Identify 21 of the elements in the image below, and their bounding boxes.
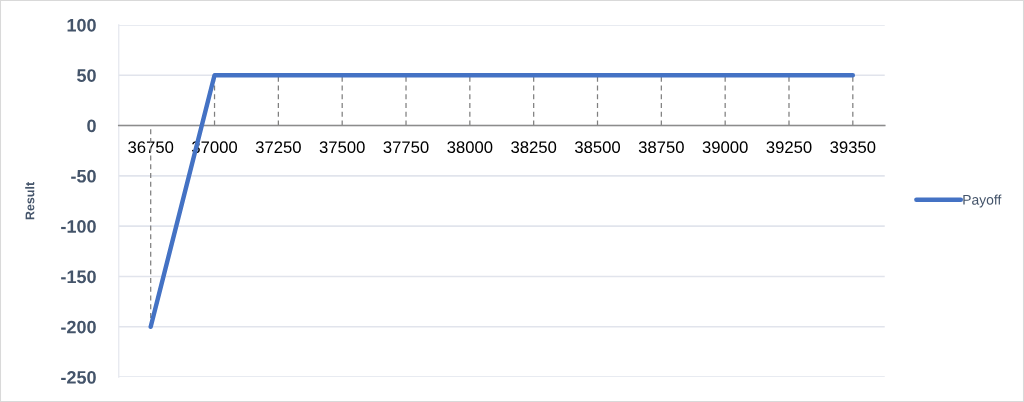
- y-axis-title: Result: [25, 182, 35, 220]
- y-tick-label: -100: [61, 220, 96, 233]
- x-tick-label: 39250: [766, 141, 812, 154]
- x-tick-label: 39350: [830, 141, 876, 154]
- x-tick-label: 38250: [511, 141, 557, 154]
- x-tick-label: 36750: [128, 141, 174, 154]
- y-tick-label: 50: [77, 69, 96, 82]
- y-tick-label: -50: [71, 169, 96, 183]
- y-tick-label: 0: [87, 119, 96, 133]
- legend-label: Payoff: [963, 194, 1002, 208]
- x-tick-label: 39000: [702, 141, 748, 154]
- x-tick-label: 38750: [638, 141, 684, 154]
- x-tick-label: 38500: [574, 141, 621, 154]
- y-tick-label: -250: [61, 371, 96, 384]
- x-tick-label: 37250: [255, 141, 301, 154]
- y-tick-label: 100: [67, 18, 96, 32]
- x-tick-label: 37500: [319, 141, 365, 154]
- x-tick-label: 37750: [383, 141, 429, 154]
- y-tick-label: -200: [61, 320, 96, 334]
- y-tick-label: -150: [61, 270, 96, 284]
- x-tick-label: 38000: [447, 141, 493, 154]
